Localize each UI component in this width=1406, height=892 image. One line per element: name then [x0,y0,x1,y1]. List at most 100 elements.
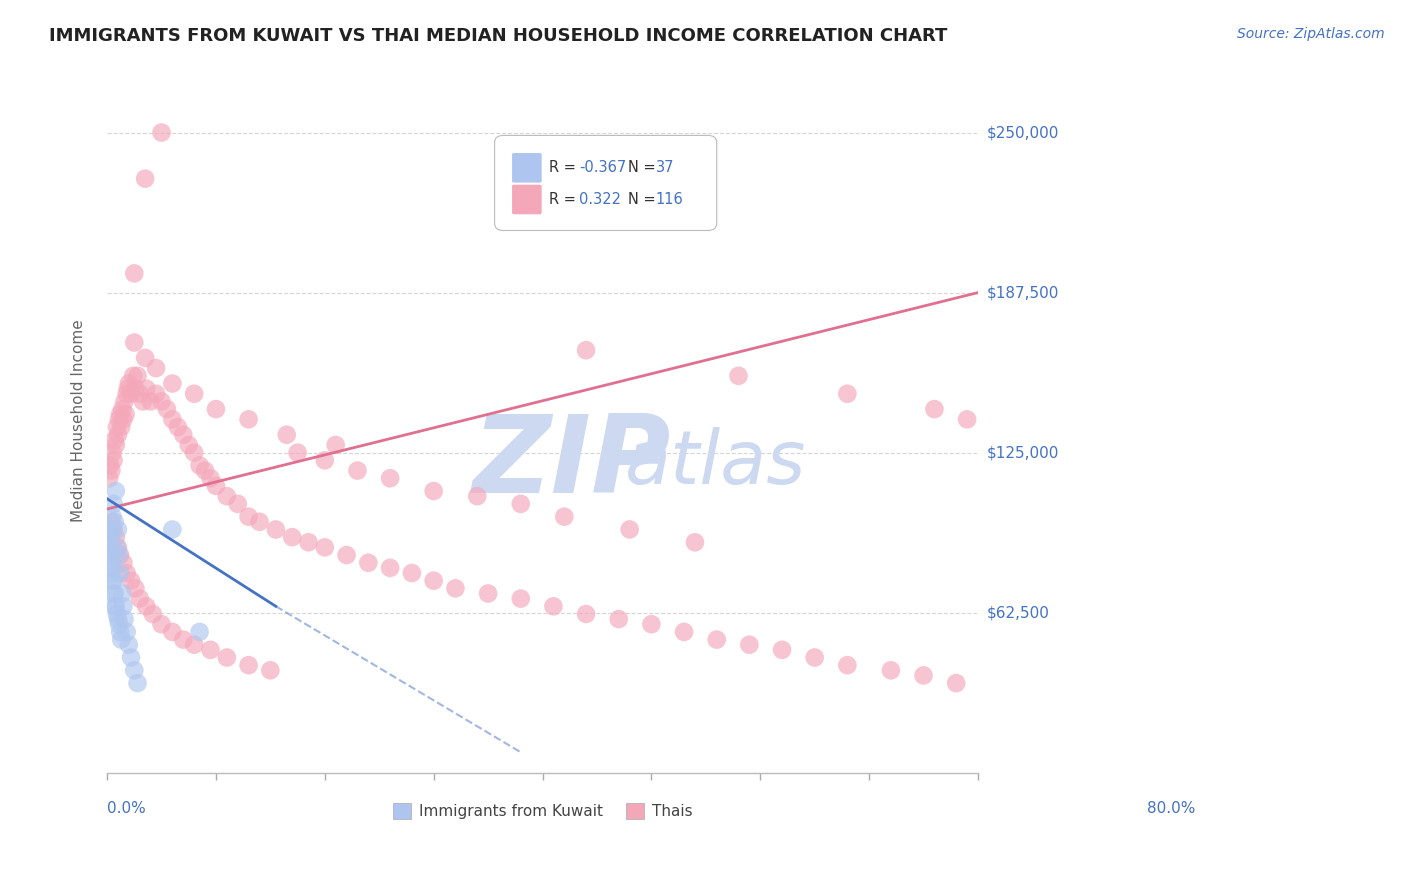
Point [803,650,825,665]
Point [156,402,179,417]
Point [357,556,380,570]
Point [107,612,129,626]
Text: 0.0%: 0.0% [107,801,146,816]
Point [101,445,124,459]
Point [335,548,357,562]
Point [115,624,138,639]
Point [105,541,128,555]
FancyBboxPatch shape [512,185,541,214]
Point [297,535,319,549]
Point [108,412,131,426]
Point [108,624,131,639]
Text: 37: 37 [655,161,675,176]
Text: $62,500: $62,500 [987,605,1049,620]
Point [104,484,127,499]
Point [162,624,184,639]
Point [314,453,336,467]
Point [108,617,131,632]
Point [172,632,194,647]
Point [134,351,156,365]
Point [100,561,122,575]
Point [98,548,121,562]
Point [166,420,188,434]
Point [477,586,499,600]
Point [880,663,903,677]
FancyBboxPatch shape [512,153,541,183]
Point [127,676,149,690]
Point [134,171,156,186]
Point [108,407,131,421]
Point [127,368,149,383]
Point [575,343,598,358]
Point [325,438,347,452]
Point [128,386,150,401]
Text: atlas: atlas [626,427,807,499]
Point [110,420,132,434]
Text: $187,500: $187,500 [987,285,1059,300]
Point [945,676,967,690]
Point [177,438,200,452]
Text: 0.322: 0.322 [579,192,621,207]
Point [132,394,155,409]
Point [205,479,228,493]
Point [770,642,793,657]
Point [98,541,121,555]
Point [238,412,260,426]
FancyBboxPatch shape [495,136,717,230]
Point [100,515,122,529]
Point [215,650,238,665]
Point [111,586,134,600]
Point [142,607,165,621]
Point [101,574,124,588]
Point [607,612,630,626]
Point [124,582,146,596]
Point [183,386,205,401]
Point [150,394,173,409]
Point [422,574,444,588]
Point [124,266,146,280]
Point [912,668,935,682]
Point [640,617,662,632]
Point [553,509,575,524]
Point [108,566,131,580]
Text: R =: R = [548,161,581,176]
Point [108,548,131,562]
Point [104,438,127,452]
Text: ZIP: ZIP [472,410,671,516]
Point [105,420,128,434]
Text: Source: ZipAtlas.com: Source: ZipAtlas.com [1237,27,1385,41]
Point [706,632,728,647]
Point [465,489,488,503]
Point [100,523,122,537]
Point [101,509,124,524]
Point [124,382,146,396]
Point [956,412,979,426]
Point [422,484,444,499]
Point [924,402,946,417]
Point [259,663,281,677]
Point [314,541,336,555]
Point [135,599,157,614]
Point [103,453,125,467]
Point [145,386,167,401]
Point [114,407,136,421]
Point [145,361,167,376]
Point [139,394,162,409]
Point [110,632,132,647]
Text: $125,000: $125,000 [987,445,1059,460]
Point [104,586,127,600]
Point [100,464,122,478]
Point [112,599,135,614]
Point [683,535,706,549]
Point [100,566,122,580]
Point [172,427,194,442]
Point [111,402,134,417]
Point [238,658,260,673]
Point [378,561,401,575]
Point [727,368,749,383]
Point [101,556,124,570]
Point [673,624,696,639]
Point [108,548,131,562]
Point [114,394,136,409]
Point [115,386,138,401]
